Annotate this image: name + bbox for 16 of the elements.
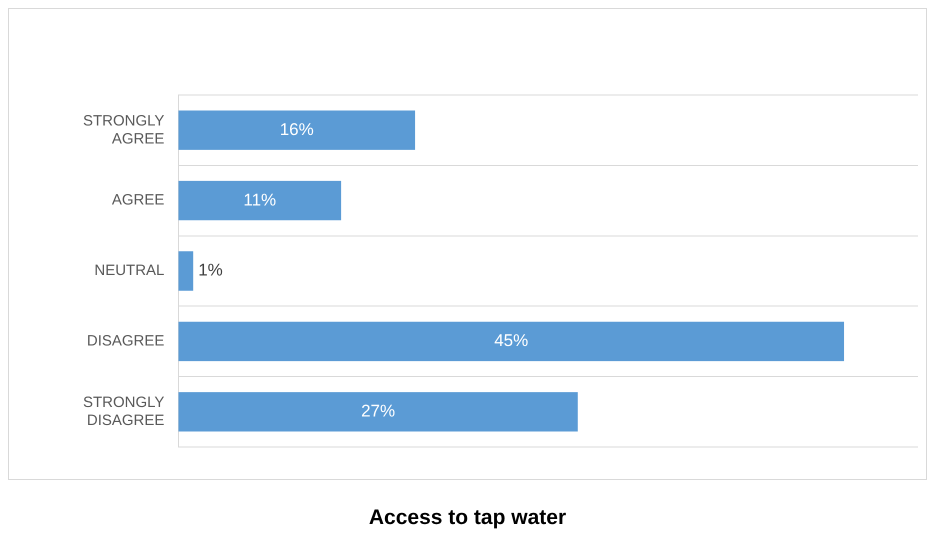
text: Access to tap water bbox=[368, 506, 568, 530]
data-label: 45% bbox=[494, 331, 528, 350]
y-tick-label: NEUTRAL bbox=[94, 262, 164, 280]
data-label: 11% bbox=[243, 190, 276, 210]
bar bbox=[178, 180, 342, 220]
bar bbox=[178, 251, 194, 291]
y-tick-label: STRONGLY AGREE bbox=[82, 112, 164, 148]
y-tick-label: DISAGREE bbox=[86, 332, 164, 350]
data-label: 1% bbox=[198, 260, 223, 280]
data-label: 16% bbox=[280, 120, 314, 139]
bar bbox=[178, 322, 844, 362]
y-tick-label: STRONGLY DISAGREE bbox=[82, 394, 164, 429]
y-tick-label: AGREE bbox=[112, 192, 164, 209]
bar bbox=[178, 110, 416, 150]
bar bbox=[178, 392, 578, 432]
data-label: 27% bbox=[361, 401, 396, 420]
